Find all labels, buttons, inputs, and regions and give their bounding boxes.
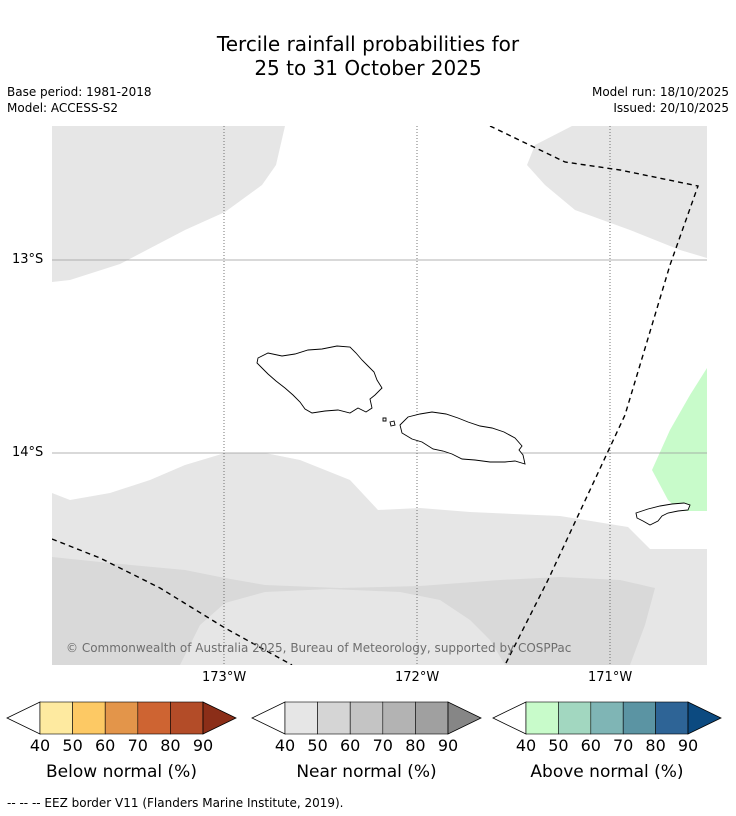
below-segment-80-90: [170, 701, 204, 735]
above-tick: 80: [645, 736, 666, 755]
near-tick: 70: [372, 736, 393, 755]
near-segment-80-90: [415, 701, 449, 735]
above-normal-area: [652, 368, 707, 511]
above-segment-60-70: [590, 701, 624, 735]
above-tri-left: [492, 701, 527, 735]
near-tick: 80: [405, 736, 426, 755]
above-tick: 90: [677, 736, 699, 755]
lon-label-171w: 171°W: [588, 670, 633, 685]
lat-label-13s: 13°S: [12, 252, 44, 267]
near-normal-area-south-50: [52, 557, 655, 665]
near-normal-area-ne: [527, 126, 707, 258]
below-tick: 40: [29, 736, 51, 755]
model-run: Model run: 18/10/2025: [591, 85, 729, 99]
below-segment-50-60: [72, 701, 106, 735]
above-tick: 40: [515, 736, 537, 755]
colorbar-below: [6, 701, 237, 735]
island-manono: [389, 420, 396, 427]
map-title-line1: Tercile rainfall probabilities for: [216, 32, 520, 56]
lon-label-173w: 173°W: [202, 670, 247, 685]
above-tri-right: [687, 701, 722, 735]
island-upolu: [399, 411, 526, 465]
copyright-notice: © Commonwealth of Australia 2025, Bureau…: [66, 641, 572, 655]
below-segment-70-80: [137, 701, 171, 735]
below-tick: 60: [95, 736, 116, 755]
colorbar-above: [492, 701, 722, 735]
below-tri-left: [6, 701, 41, 735]
near-tick: 50: [307, 736, 328, 755]
above-segment-40-50: [525, 701, 559, 735]
near-segment-60-70: [349, 701, 384, 735]
lon-label-172w: 172°W: [395, 670, 440, 685]
near-tick: 90: [437, 736, 459, 755]
eez-border-north-east: [489, 126, 699, 665]
above-segment-80-90: [655, 701, 689, 735]
below-segment-60-70: [104, 701, 139, 735]
above-tick: 60: [580, 736, 601, 755]
below-normal-label: Below normal (%): [46, 762, 197, 782]
island-savaii: [256, 345, 383, 414]
near-segment-50-60: [317, 701, 351, 735]
above-normal-label: Above normal (%): [530, 762, 684, 782]
above-tick: 70: [613, 736, 634, 755]
issued-date: Issued: 20/10/2025: [613, 101, 729, 115]
near-segment-40-50: [284, 701, 318, 735]
map-title-line2: 25 to 31 October 2025: [254, 56, 482, 80]
island-apolima: [382, 417, 387, 422]
near-tick: 40: [274, 736, 296, 755]
colorbar-near: [251, 701, 482, 735]
below-tick: 90: [192, 736, 214, 755]
near-tri-right: [447, 701, 482, 735]
eez-border-south-west: [52, 538, 293, 665]
below-tick: 80: [160, 736, 181, 755]
near-tick: 60: [340, 736, 361, 755]
below-tri-right: [202, 701, 237, 735]
below-segment-40-50: [39, 701, 73, 735]
below-tick: 70: [127, 736, 148, 755]
below-tick: 50: [62, 736, 83, 755]
above-tick: 50: [548, 736, 569, 755]
island-tutuila: [635, 502, 691, 526]
near-normal-label: Near normal (%): [296, 762, 437, 782]
near-segment-70-80: [382, 701, 416, 735]
near-normal-area-nw: [52, 126, 285, 282]
model-name: Model: ACCESS-S2: [7, 101, 119, 115]
above-segment-70-80: [622, 701, 656, 735]
near-tri-left: [251, 701, 286, 735]
lat-label-14s: 14°S: [12, 445, 44, 460]
base-period: Base period: 1981-2018: [7, 85, 152, 99]
above-segment-50-60: [558, 701, 592, 735]
eez-footnote: -- -- -- EEZ border V11 (Flanders Marine…: [7, 796, 344, 810]
